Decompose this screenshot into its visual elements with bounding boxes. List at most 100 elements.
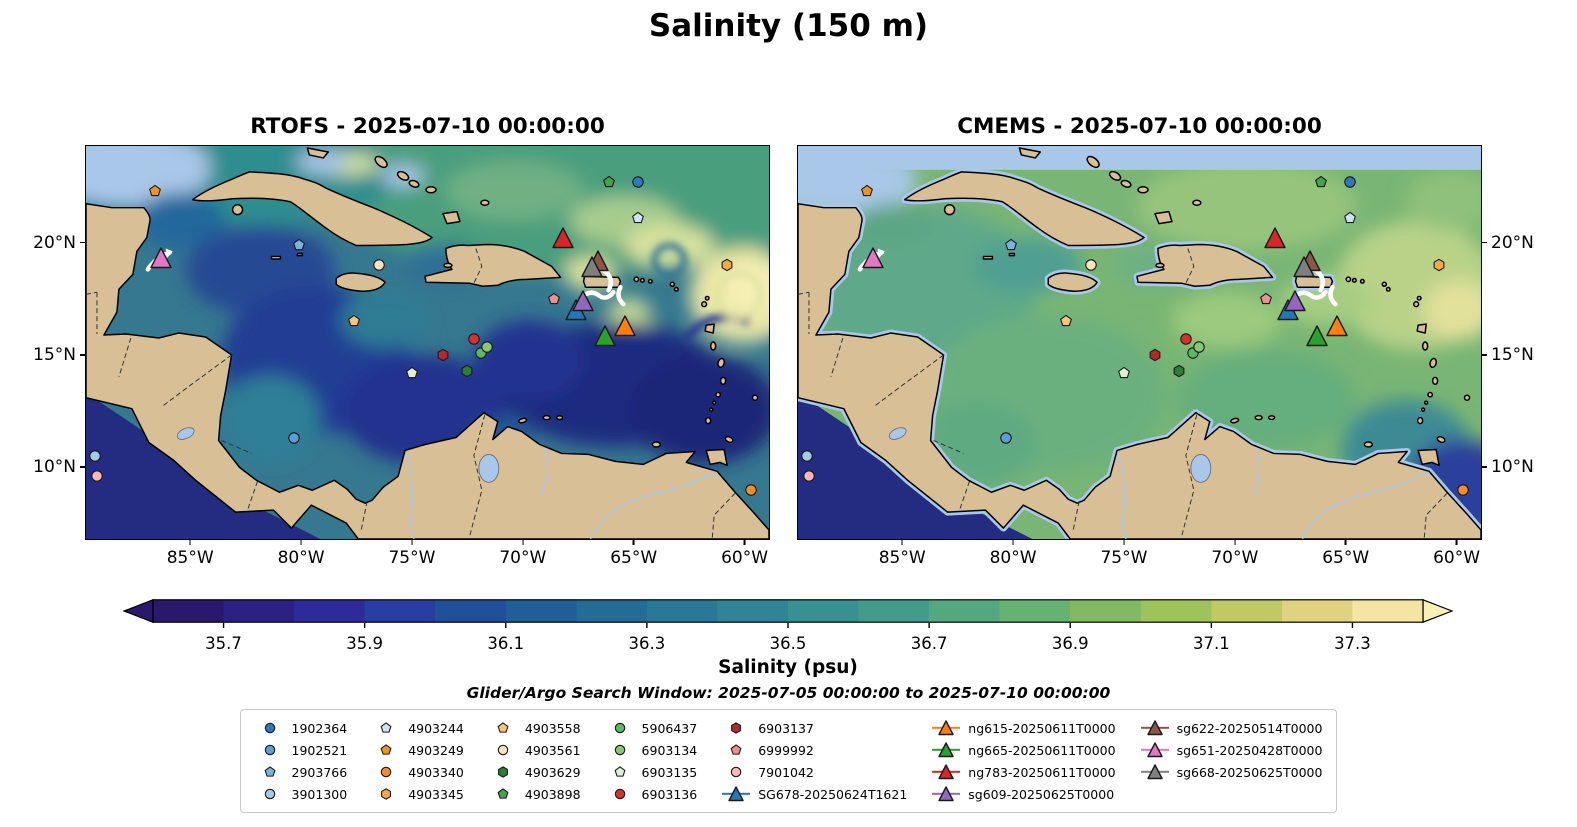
- x-tick-label: 75°W: [1100, 548, 1148, 568]
- map-marker-sg668-20250625T0000: [1292, 256, 1315, 278]
- triangle-icon: [938, 786, 954, 802]
- x-tick-label: 65°W: [1322, 548, 1370, 568]
- x-tick-mark: [522, 539, 524, 545]
- legend-marker-4903340: [371, 763, 401, 781]
- circle-icon: [89, 450, 101, 462]
- x-tick: 60°W: [1433, 539, 1480, 568]
- circle-icon: [264, 744, 275, 756]
- legend-marker-5906437: [605, 719, 635, 737]
- hexagon-icon: [1433, 258, 1445, 272]
- hexagon-icon: [1149, 348, 1161, 361]
- y-tick-label: 15°N: [33, 344, 76, 365]
- hexagon-icon: [497, 766, 508, 778]
- pentagon-icon: [730, 744, 742, 755]
- x-tick-mark: [1012, 539, 1014, 545]
- map-marker-4903345: [720, 258, 733, 272]
- triangle-icon: [614, 314, 636, 336]
- circle-icon: [1344, 176, 1356, 188]
- rtofs-x-axis: 85°W 80°W 75°W 70°W 65°W 60°W: [86, 539, 769, 573]
- legend-item-sg622-20250514T0000: sg622-20250514T0000: [1140, 719, 1322, 737]
- pentagon-icon: [1260, 292, 1272, 304]
- map-marker-1902364: [1344, 175, 1357, 188]
- legend-item-5906437: 5906437: [605, 719, 698, 737]
- map-marker-4903561: [372, 259, 385, 272]
- circle-icon: [372, 259, 385, 271]
- x-tick-label: 75°W: [388, 548, 436, 568]
- triangle-icon: [572, 290, 594, 312]
- map-marker-ng615-20250611T0000: [1326, 314, 1348, 337]
- map-marker-6903136: [468, 333, 481, 346]
- legend-marker-ng665-20250611T0000: [931, 741, 961, 759]
- colorbar-tick-label: 35.9: [346, 634, 384, 653]
- map-marker-6903136: [1180, 333, 1193, 346]
- triangle-icon: [728, 786, 744, 802]
- x-tick-mark: [189, 539, 192, 545]
- map-panel-rtofs: RTOFS - 2025-07-10 00:00:00: [33, 114, 770, 568]
- legend-label: ng665-20250611T0000: [968, 742, 1116, 758]
- colorbar-tick-label: 37.1: [1192, 634, 1230, 653]
- colorbar-tick-label: 36.5: [769, 634, 807, 653]
- legend-label: 3901300: [291, 786, 348, 802]
- legend-label: sg668-20250625T0000: [1176, 764, 1323, 780]
- legend-item-4903340: 4903340: [371, 763, 464, 781]
- y-tick-mark: [80, 466, 86, 468]
- y-tick: 20°N: [1481, 233, 1538, 253]
- legend-marker-6999992: [721, 741, 751, 759]
- colorbar: 35.7 35.9 36.1 36.3 36.5 36.7 36.9 37.1 37.3 Sal…: [122, 598, 1454, 678]
- legend-item-4903629: 4903629: [488, 763, 581, 781]
- pentagon-icon: [497, 722, 509, 733]
- map-marker-4903340: [745, 483, 758, 496]
- triangle-icon: [1146, 720, 1163, 736]
- cmems-marker-layer: [798, 146, 1481, 539]
- legend-label: 4903345: [408, 786, 464, 802]
- legend-marker-sg622-20250514T0000: [1140, 719, 1170, 737]
- map-marker-ng615-20250611T0000: [614, 314, 636, 337]
- y-tick-label: 10°N: [1491, 457, 1534, 478]
- circle-icon: [614, 744, 625, 756]
- pentagon-icon: [264, 766, 275, 777]
- map-marker-4903558: [348, 315, 361, 328]
- circle-icon: [380, 766, 392, 778]
- legend-marker-6903137: [721, 719, 751, 737]
- map-marker-7901042: [803, 470, 816, 483]
- x-tick-label: 60°W: [1433, 548, 1481, 568]
- legend-item-ng665-20250611T0000: ng665-20250611T0000: [931, 741, 1116, 759]
- legend-label: 6903134: [641, 742, 698, 758]
- colorbar-tick-labels: 35.7 35.9 36.1 36.3 36.5 36.7 36.9 37.1 37.3: [123, 634, 1453, 654]
- pentagon-icon: [497, 788, 509, 799]
- x-tick: 80°W: [990, 539, 1037, 568]
- circle-icon: [1457, 483, 1469, 496]
- legend-item-1902521: 1902521: [255, 741, 347, 759]
- legend-label: 6999992: [758, 742, 814, 758]
- triangle-icon: [938, 742, 954, 758]
- x-tick-mark: [632, 539, 635, 545]
- colorbar-tick-label: 37.3: [1334, 634, 1371, 653]
- map-marker-6903137: [1149, 348, 1162, 361]
- colorbar-tick-label: 36.1: [487, 634, 525, 653]
- pentagon-icon: [614, 766, 625, 777]
- pentagon-icon: [1118, 366, 1130, 378]
- map-marker-2903766: [1004, 238, 1017, 251]
- colorbar-tick-label: 36.7: [910, 634, 948, 653]
- map-panel-cmems: CMEMS - 2025-07-10 00:00:00: [797, 114, 1534, 568]
- hexagon-icon: [437, 348, 449, 361]
- y-tick: 15°N: [1481, 345, 1538, 365]
- panel-title-cmems: CMEMS - 2025-07-10 00:00:00: [957, 114, 1322, 139]
- cmems-map-field: [798, 146, 1481, 539]
- map-marker-4903244: [1344, 211, 1357, 224]
- pentagon-icon: [1315, 175, 1328, 188]
- x-tick: 85°W: [167, 539, 214, 568]
- legend-item-4903561: 4903561: [488, 741, 581, 759]
- legend-item-sg668-20250625T0000: sg668-20250625T0000: [1140, 763, 1323, 781]
- legend-item-4903558: 4903558: [488, 719, 581, 737]
- x-tick: 65°W: [610, 539, 657, 568]
- legend-item-4903898: 4903898: [488, 785, 581, 803]
- map-marker-4903898: [1315, 175, 1328, 188]
- legend-label: 5906437: [641, 720, 698, 736]
- legend-marker-7901042: [721, 763, 751, 781]
- triangle-icon: [1146, 764, 1163, 780]
- colorbar-tick-label: 35.7: [205, 634, 242, 653]
- map-marker-4903629: [1173, 364, 1186, 377]
- x-tick: 70°W: [499, 539, 546, 568]
- pentagon-icon: [860, 184, 873, 196]
